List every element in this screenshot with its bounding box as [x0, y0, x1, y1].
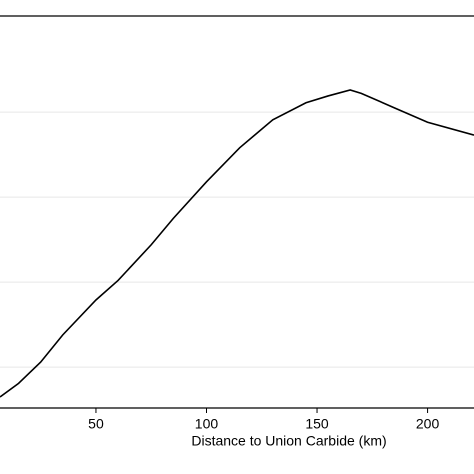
x-tick-label: 50 [88, 416, 104, 432]
x-tick-label: 150 [305, 416, 329, 432]
line [0, 89, 474, 398]
x-tick-label: 100 [195, 416, 219, 432]
x-tick-label: 200 [416, 416, 440, 432]
x-axis-label: Distance to Union Carbide (km) [191, 433, 386, 449]
